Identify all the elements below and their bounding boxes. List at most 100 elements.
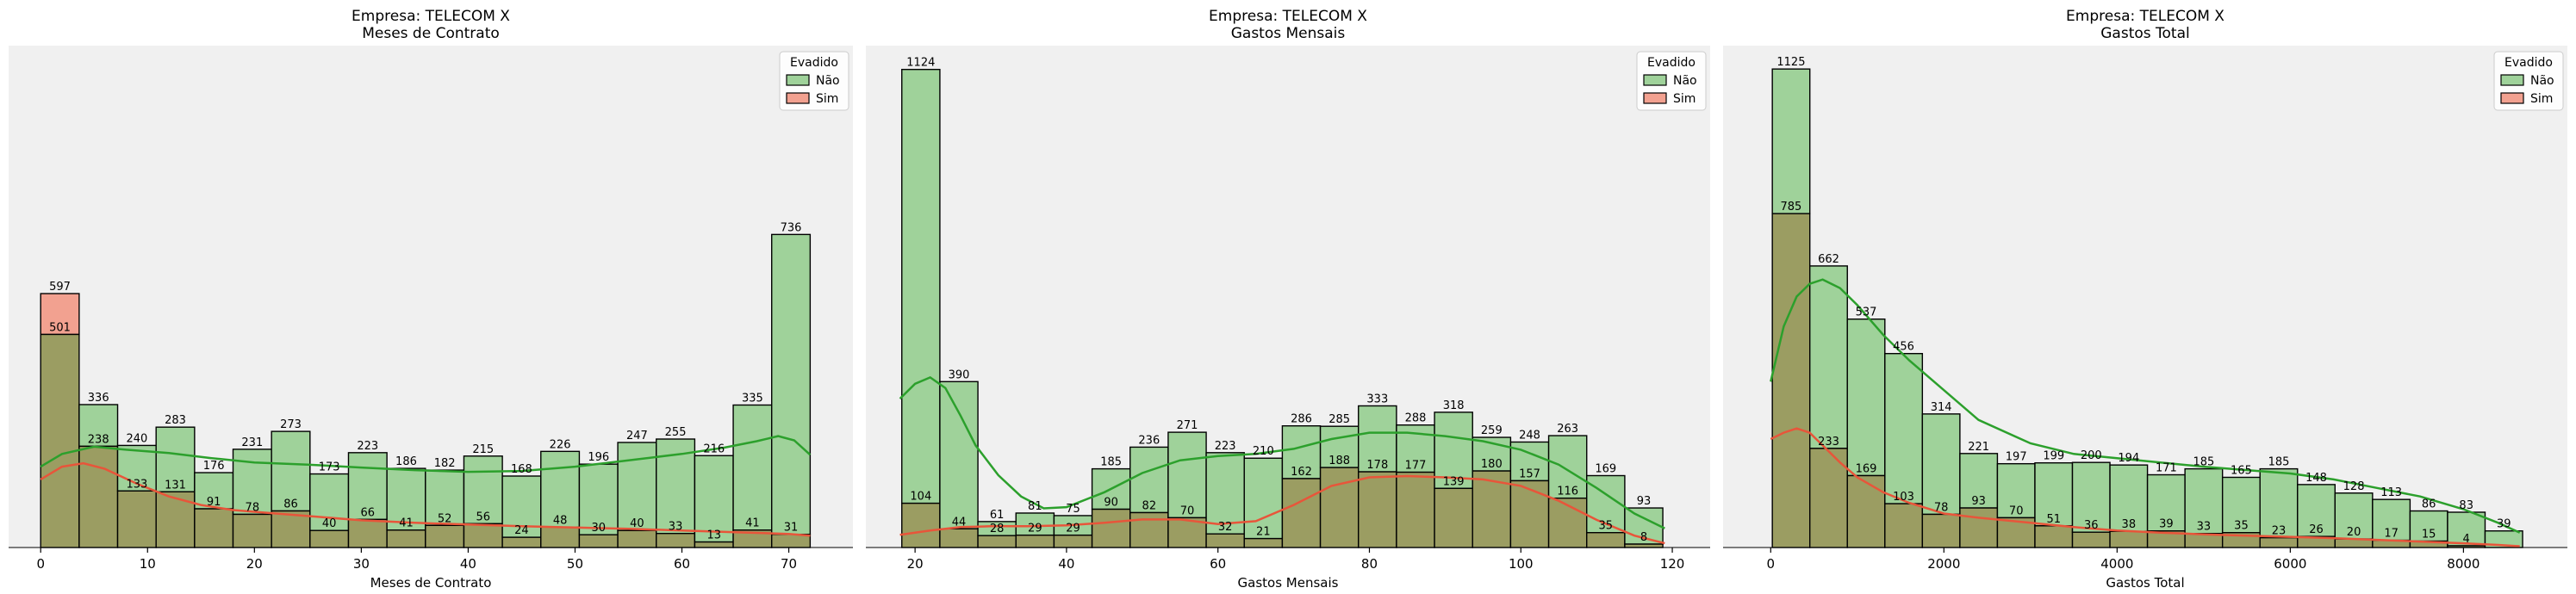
x-tick-label: 50 [567,556,583,572]
legend-swatch-nao [2500,74,2524,86]
bar-label-nao: 182 [434,457,456,470]
bar-label-nao: 165 [2231,464,2252,477]
bar-label-sim: 35 [2234,520,2249,533]
bar-label-nao: 231 [241,436,263,449]
bar-nao [1205,452,1245,535]
bar-label-nao: 456 [1893,341,1914,354]
bar-label-nao: 215 [472,443,494,456]
bar-nao [2109,464,2149,532]
bar-overlap [939,528,979,548]
chart-title: Empresa: TELECOM X [1209,8,1367,25]
bar-nao [1547,435,1588,499]
bar-nao [540,450,581,528]
bar-nao [1921,413,1961,516]
chart-subtitle: Meses de Contrato [362,25,500,42]
chart-subtitle: Gastos Total [2100,25,2189,42]
bar-overlap [1884,503,1924,548]
bar-label-sim: 41 [399,517,414,530]
bar-label-sim: 23 [2272,525,2287,538]
bar-label-sim: 33 [669,521,683,534]
bar-label-sim: 29 [1066,523,1080,535]
bar-label-nao: 221 [1968,441,1989,454]
bar-overlap [1624,543,1664,548]
legend-swatch-sim [2500,92,2524,104]
bar-label-sim: 48 [553,514,568,527]
x-axis-label: Gastos Mensais [1238,575,1339,591]
kde-line-sim [40,461,811,537]
legend: Evadido Não Sim [779,51,849,111]
bar-label-sim: 82 [1142,499,1157,512]
legend-label-nao: Não [2530,74,2554,88]
legend-label-sim: Sim [1673,92,1696,106]
bar-overlap [155,491,196,548]
bar-overlap [1509,480,1550,548]
bar-nao [2146,473,2186,532]
bar-label-sim: 133 [126,478,147,491]
chart-title: Empresa: TELECOM X [2066,8,2224,25]
bar-overlap [1091,508,1131,548]
bar-overlap [2109,530,2149,548]
bar-label-nao: 169 [1595,463,1616,476]
bar-label-sim: 30 [591,522,606,535]
bar-label-nao: 247 [626,430,648,442]
bar-nao [271,430,311,512]
bar-label-sim: 24 [514,524,529,537]
kde-line-sim [899,474,1665,545]
bar-overlap [1959,507,1999,548]
bar-label-sim: 40 [322,517,337,530]
bar-nao [2071,461,2111,533]
x-tick-label: 6000 [2274,556,2306,572]
bar-label-nao: 83 [2459,499,2473,512]
bar-label-sim: 21 [1256,526,1271,539]
bar-label-nao: 113 [2380,486,2402,499]
bar-label-sim: 8 [1640,531,1647,544]
bar-nao [2221,476,2261,534]
bar-overlap [901,502,941,548]
bar-nao [463,455,503,525]
bar-label-nao: 86 [2422,498,2436,511]
bar-label-sim: 15 [2422,529,2436,541]
bar-nao [309,473,350,531]
bar-label-nao: 248 [1519,429,1540,442]
bar-label-nao: 537 [1856,306,1877,319]
x-tick-label: 40 [1058,556,1074,572]
bar-label-sim: 162 [1291,466,1312,479]
bar-overlap [617,529,657,548]
bar-label-sim: 180 [1481,458,1503,471]
bar-label-nao: 1124 [906,57,935,70]
bar-label-sim: 169 [1856,463,1877,476]
bar-overlap [40,333,80,548]
bar-label-sim: 91 [207,496,221,509]
bar-label-nao: 390 [949,368,970,381]
bar-label-sim: 39 [2159,518,2174,531]
bar-label-sim: 86 [283,498,298,511]
bar-label-sim: 177 [1405,460,1427,473]
x-axis-label: Gastos Total [2106,575,2184,591]
bar-label-sim: 188 [1328,455,1350,467]
bar-label-sim: 56 [476,510,491,523]
bar-nao [732,404,773,531]
legend-label-nao: Não [1673,74,1697,88]
bar-overlap [425,524,465,548]
x-tick-label: 20 [907,556,924,572]
bar-label-nao: 263 [1557,423,1578,436]
bar-nao [1771,68,1811,214]
bar-label-sim: 116 [1557,486,1578,498]
bar-nao [1846,318,1886,477]
bar-nao [1959,453,1999,509]
bar-label-sim: 13 [706,529,721,542]
bar-label-sim: 40 [630,517,644,530]
bar-overlap [463,523,503,548]
bar-label-nao: 81 [1028,500,1042,513]
bar-label-nao: 216 [703,442,725,455]
bar-nao [1884,353,1924,504]
x-tick-label: 4000 [2100,556,2133,572]
bar-overlap [771,533,812,548]
bar-overlap [386,529,426,548]
bar-label-sim: 32 [1218,521,1233,534]
bar-nao [939,381,979,529]
bar-label-nao: 93 [1637,495,1652,508]
bar-nao [1167,431,1207,519]
bar-label-sim: 26 [2309,523,2324,536]
